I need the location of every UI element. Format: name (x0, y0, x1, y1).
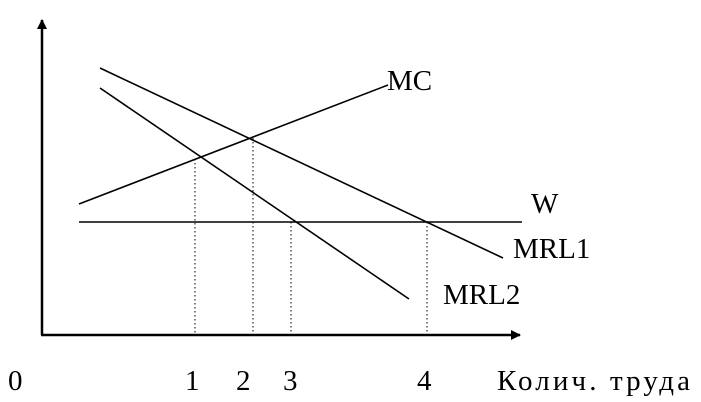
mrl2-curve (99, 87, 410, 300)
mrl2-label: MRL2 (443, 279, 520, 311)
origin-label: 0 (8, 365, 23, 397)
mc-label: MC (387, 65, 432, 97)
tick-label-3: 3 (283, 365, 298, 397)
mc-curve (78, 84, 389, 205)
tick-label-4: 4 (417, 365, 432, 397)
tick-label-1: 1 (185, 365, 200, 397)
mrl1-label: MRL1 (513, 233, 590, 265)
tick-label-2: 2 (236, 365, 251, 397)
x-axis-label: Колич. труда (497, 365, 690, 397)
mrl1-curve (99, 67, 504, 259)
w-label: W (531, 188, 559, 220)
